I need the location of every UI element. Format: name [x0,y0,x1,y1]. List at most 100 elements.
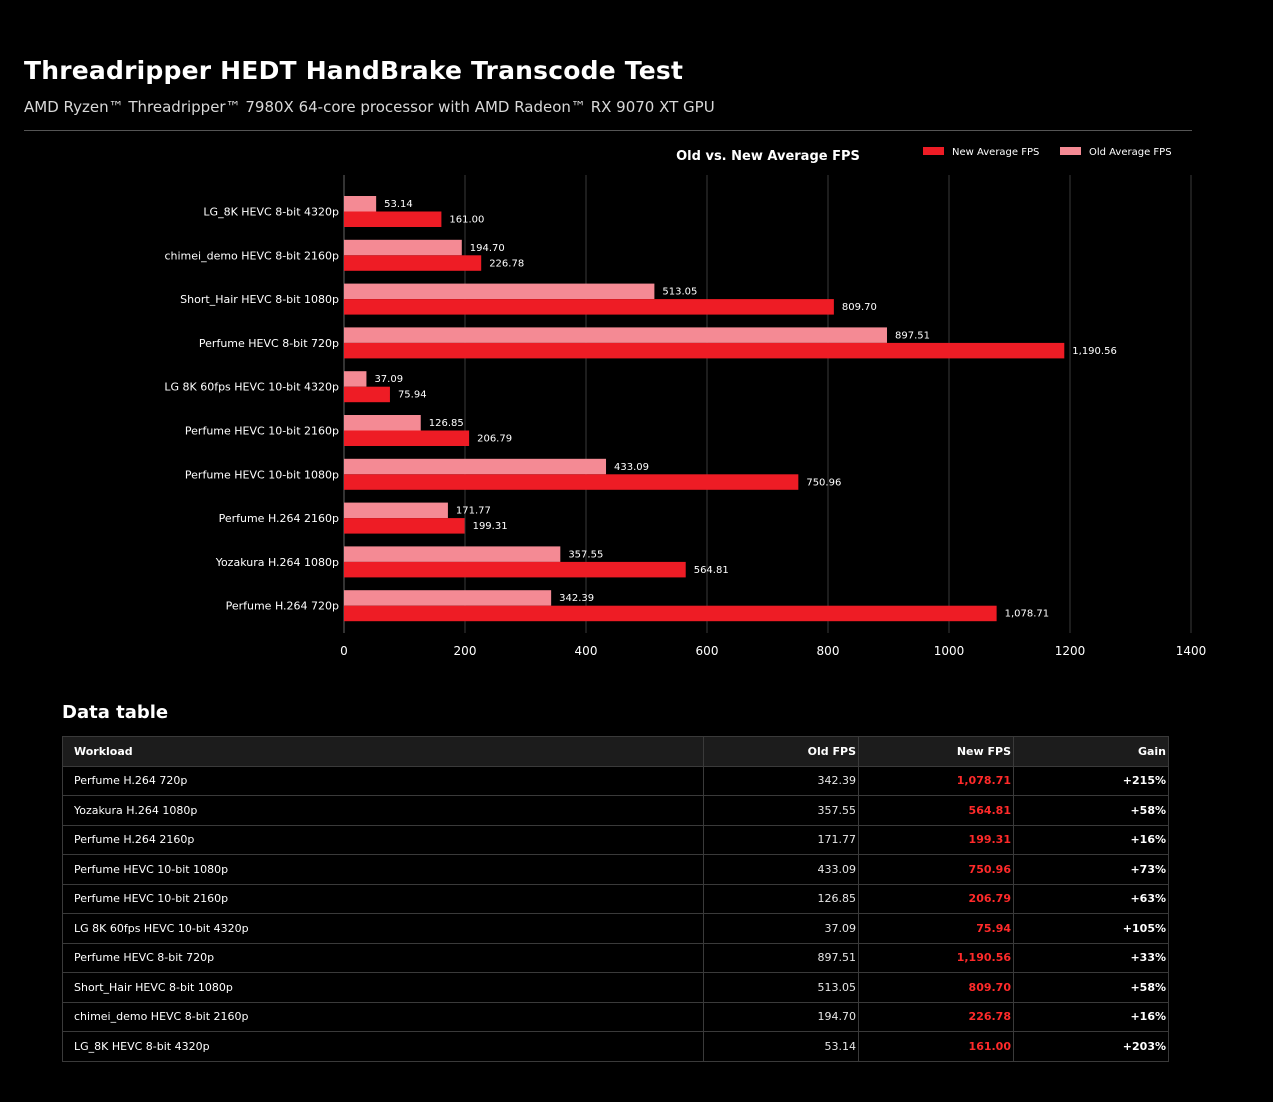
cell-gain: +73% [1014,855,1169,885]
data-label-old-fps: 171.77 [456,506,491,517]
cell-old-fps: 513.05 [704,973,859,1003]
cell-gain: +215% [1014,766,1169,796]
cell-old-fps: 342.39 [704,766,859,796]
data-label-new-fps: 206.79 [477,434,512,445]
bar-new-fps [344,343,1064,359]
cell-old-fps: 897.51 [704,943,859,973]
cell-old-fps: 433.09 [704,855,859,885]
chart-title: Old vs. New Average FPS [676,149,860,164]
cell-new-fps: 750.96 [859,855,1014,885]
x-tick-label: 400 [575,644,598,658]
cell-workload: LG 8K 60fps HEVC 10-bit 4320p [63,914,704,944]
cell-gain: +16% [1014,1002,1169,1032]
cell-workload: chimei_demo HEVC 8-bit 2160p [63,1002,704,1032]
data-label-new-fps: 161.00 [449,215,484,226]
column-header-new-fps[interactable]: New FPS [859,737,1014,767]
cell-gain: +58% [1014,973,1169,1003]
data-label-old-fps: 53.14 [384,199,413,210]
cell-new-fps: 1,078.71 [859,766,1014,796]
bar-new-fps [344,255,481,270]
cell-gain: +63% [1014,884,1169,914]
cell-new-fps: 75.94 [859,914,1014,944]
data-label-new-fps: 75.94 [398,390,427,401]
data-label-new-fps: 1,078.71 [1005,609,1050,620]
data-label-new-fps: 1,190.56 [1072,346,1117,357]
data-label-old-fps: 194.70 [470,243,505,254]
cell-workload: Yozakura H.264 1080p [63,796,704,826]
cell-gain: +58% [1014,796,1169,826]
table-row: Perfume H.264 2160p 171.77 199.31 +16% [63,825,1169,855]
x-tick-label: 200 [454,644,477,658]
bar-new-fps [344,431,469,447]
data-label-new-fps: 226.78 [489,258,524,269]
x-tick-label: 1000 [934,644,965,658]
category-label: LG 8K 60fps HEVC 10-bit 4320p [164,381,339,394]
cell-old-fps: 37.09 [704,914,859,944]
chart-bars [344,196,1064,621]
bar-new-fps [344,518,465,534]
data-label-old-fps: 126.85 [429,418,464,429]
column-header-gain[interactable]: Gain [1014,737,1169,767]
chart-legend: New Average FPS Old Average FPS [923,147,1172,158]
cell-workload: Short_Hair HEVC 8-bit 1080p [63,973,704,1003]
page-subtitle: AMD Ryzen™ Threadripper™ 7980X 64-core p… [24,98,715,116]
cell-new-fps: 206.79 [859,884,1014,914]
data-label-new-fps: 750.96 [806,477,841,488]
x-tick-label: 1200 [1055,644,1086,658]
cell-workload: Perfume HEVC 10-bit 2160p [63,884,704,914]
table-title: Data table [62,702,168,723]
table-header-row: Workload Old FPS New FPS Gain [63,737,1169,767]
data-label-new-fps: 199.31 [473,521,508,532]
data-label-new-fps: 564.81 [694,565,729,576]
x-tick-label: 0 [340,644,348,658]
cell-new-fps: 564.81 [859,796,1014,826]
table-row: Yozakura H.264 1080p 357.55 564.81 +58% [63,796,1169,826]
data-label-old-fps: 357.55 [568,549,603,560]
data-label-old-fps: 37.09 [374,374,403,385]
bar-new-fps [344,562,686,578]
cell-new-fps: 199.31 [859,825,1014,855]
table-row: Perfume H.264 720p 342.39 1,078.71 +215% [63,766,1169,796]
cell-new-fps: 226.78 [859,1002,1014,1032]
column-header-old-fps[interactable]: Old FPS [704,737,859,767]
category-label: Yozakura H.264 1080p [215,556,339,569]
legend-swatch-old [1060,147,1081,155]
cell-workload: LG_8K HEVC 8-bit 4320p [63,1032,704,1062]
x-tick-label: 800 [817,644,840,658]
category-label: Perfume H.264 2160p [219,512,339,525]
x-tick-label: 1400 [1176,644,1207,658]
table-row: chimei_demo HEVC 8-bit 2160p 194.70 226.… [63,1002,1169,1032]
bar-old-fps [344,327,887,343]
cell-gain: +105% [1014,914,1169,944]
column-header-workload[interactable]: Workload [63,737,704,767]
page-title: Threadripper HEDT HandBrake Transcode Te… [24,56,683,85]
bar-old-fps [344,590,551,606]
legend-label-new: New Average FPS [952,147,1039,158]
data-label-old-fps: 513.05 [662,287,697,298]
legend-label-old: Old Average FPS [1089,147,1172,158]
cell-workload: Perfume HEVC 10-bit 1080p [63,855,704,885]
category-label: Perfume HEVC 10-bit 1080p [185,468,339,481]
bar-old-fps [344,371,366,387]
cell-old-fps: 171.77 [704,825,859,855]
bar-old-fps [344,415,421,431]
header-divider [24,130,1192,131]
legend-swatch-new [923,147,944,155]
table-row: LG_8K HEVC 8-bit 4320p 53.14 161.00 +203… [63,1032,1169,1062]
data-label-old-fps: 897.51 [895,330,930,341]
cell-gain: +203% [1014,1032,1169,1062]
bar-old-fps [344,546,560,562]
bar-chart: 0 200 400 600 800 1000 1200 1400 LG_8K HEVC 8-bi… [0,135,1273,670]
data-label-new-fps: 809.70 [842,302,877,313]
category-label: Perfume H.264 720p [226,600,339,613]
cell-workload: Perfume HEVC 8-bit 720p [63,943,704,973]
data-table: Workload Old FPS New FPS Gain Perfume H.… [62,736,1169,1062]
cell-old-fps: 194.70 [704,1002,859,1032]
category-label: LG_8K HEVC 8-bit 4320p [203,206,339,219]
bar-new-fps [344,387,390,403]
cell-old-fps: 357.55 [704,796,859,826]
table-row: Perfume HEVC 8-bit 720p 897.51 1,190.56 … [63,943,1169,973]
x-tick-label: 600 [696,644,719,658]
category-label: Perfume HEVC 10-bit 2160p [185,425,339,438]
cell-new-fps: 161.00 [859,1032,1014,1062]
